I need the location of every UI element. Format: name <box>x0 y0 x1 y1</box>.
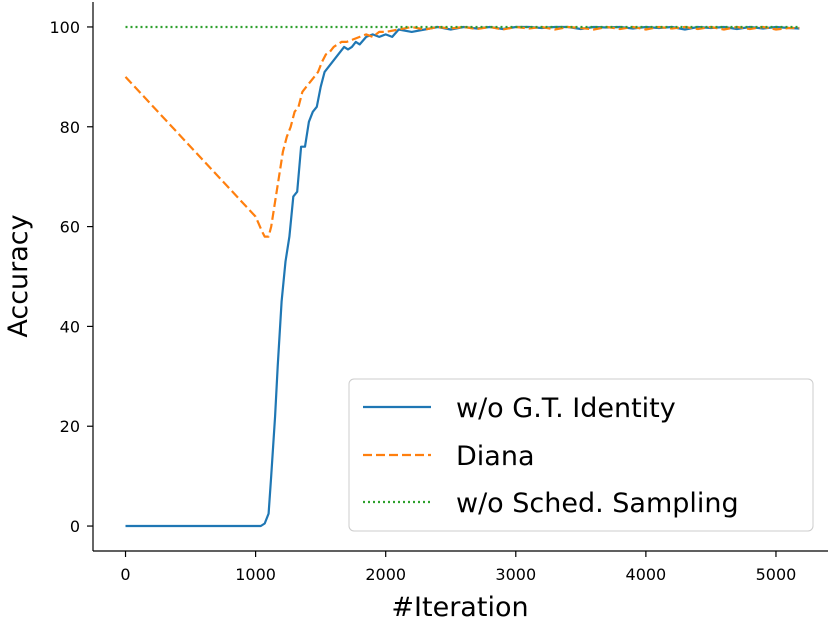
y-tick-label: 0 <box>70 517 80 536</box>
plot-area <box>124 25 800 528</box>
y-tick-label: 40 <box>60 317 80 336</box>
series-line-diana <box>124 25 800 238</box>
x-tick-label: 2000 <box>365 565 406 584</box>
x-axis-title: #Iteration <box>391 592 528 620</box>
legend: w/o G.T. Identity Diana w/o Sched. Sampl… <box>348 378 814 532</box>
x-tick-label: 1000 <box>235 565 276 584</box>
x-tick-label: 3000 <box>495 565 536 584</box>
y-tick-label: 60 <box>60 218 80 237</box>
y-axis-title: Accuracy <box>3 214 34 337</box>
y-tick-label: 80 <box>60 118 80 137</box>
x-tick-label: 4000 <box>626 565 667 584</box>
legend-label-w-o-gt-identity: w/o G.T. Identity <box>456 393 676 424</box>
y-tick-label: 100 <box>49 18 80 37</box>
legend-label-w-o-sched-sampling: w/o Sched. Sampling <box>456 488 739 519</box>
y-tick-label: 20 <box>60 417 80 436</box>
legend-label-diana: Diana <box>456 441 535 472</box>
axes <box>92 2 828 552</box>
x-tick-label: 5000 <box>756 565 797 584</box>
ticks: 0 1000 2000 3000 4000 5000 0 20 40 60 80 100 <box>49 18 796 584</box>
x-tick-label: 0 <box>120 565 130 584</box>
legend-box <box>348 378 814 532</box>
